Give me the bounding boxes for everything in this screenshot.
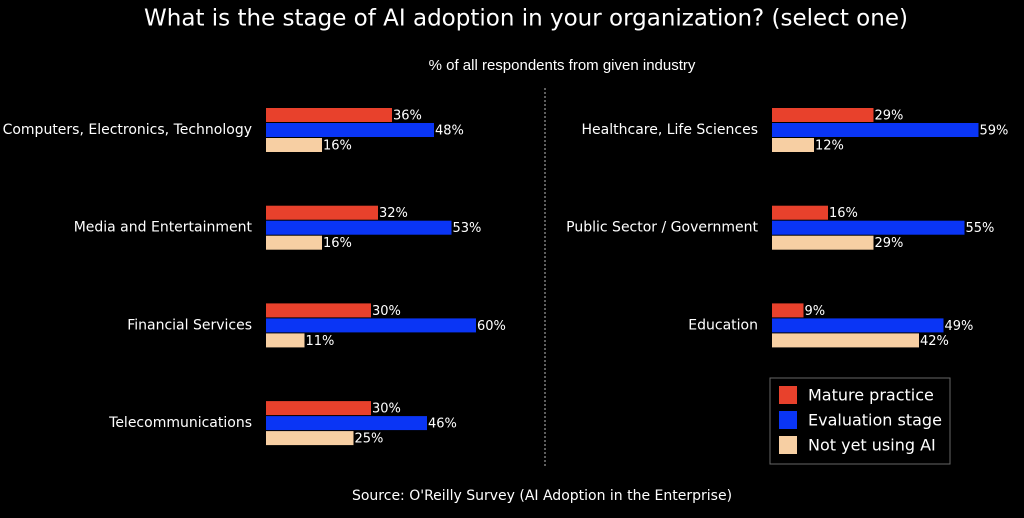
- value-label: 16%: [323, 236, 352, 251]
- bar: [772, 108, 874, 122]
- value-label: 9%: [805, 304, 826, 319]
- value-label: 53%: [453, 221, 482, 236]
- bar: [772, 303, 804, 318]
- legend-label: Mature practice: [808, 386, 934, 405]
- value-label: 16%: [323, 139, 352, 154]
- chart-title: What is the stage of AI adoption in your…: [144, 6, 908, 32]
- legend-swatch: [779, 411, 797, 429]
- bar: [266, 108, 392, 122]
- category-label: Computers, Electronics, Technology: [3, 122, 252, 138]
- source-note: Source: O'Reilly Survey (AI Adoption in …: [352, 488, 732, 504]
- value-label: 16%: [829, 206, 858, 221]
- value-label: 60%: [477, 319, 506, 334]
- legend-swatch: [779, 386, 797, 404]
- value-label: 59%: [980, 124, 1009, 139]
- category-label: Telecommunications: [108, 415, 252, 431]
- bar: [266, 401, 371, 416]
- value-label: 48%: [435, 124, 464, 139]
- category-label: Financial Services: [127, 317, 252, 333]
- bar: [266, 333, 305, 348]
- value-label: 12%: [815, 139, 844, 154]
- category-label: Healthcare, Life Sciences: [582, 122, 758, 138]
- bar: [772, 205, 828, 220]
- value-label: 25%: [355, 432, 384, 447]
- bar: [266, 220, 452, 235]
- category-label: Public Sector / Government: [566, 220, 758, 236]
- value-label: 30%: [372, 402, 401, 417]
- bar: [266, 318, 476, 333]
- value-label: 49%: [945, 319, 974, 334]
- bar: [266, 123, 434, 137]
- bar: [772, 123, 979, 137]
- bar: [266, 431, 354, 446]
- bar: [772, 138, 814, 152]
- bar: [266, 205, 378, 220]
- bar: [266, 303, 371, 318]
- chart-subtitle: % of all respondents from given industry: [429, 57, 696, 74]
- bar: [266, 416, 427, 431]
- value-label: 29%: [875, 236, 904, 251]
- value-label: 29%: [875, 109, 904, 124]
- bar: [772, 333, 919, 348]
- legend-label: Evaluation stage: [808, 411, 942, 430]
- bar: [266, 138, 322, 152]
- legend-box: [769, 377, 951, 465]
- bar: [772, 318, 944, 333]
- value-label: 11%: [306, 334, 335, 349]
- value-label: 55%: [966, 221, 995, 236]
- category-label: Media and Entertainment: [74, 220, 253, 236]
- category-label: Education: [688, 317, 758, 333]
- bar: [266, 235, 322, 250]
- value-label: 42%: [920, 334, 949, 349]
- value-label: 30%: [372, 304, 401, 319]
- value-label: 32%: [379, 206, 408, 221]
- bar: [772, 235, 874, 250]
- value-label: 36%: [393, 109, 422, 124]
- legend-label: Not yet using AI: [808, 436, 936, 455]
- legend-swatch: [779, 436, 797, 454]
- bar: [772, 220, 965, 235]
- value-label: 46%: [428, 417, 457, 432]
